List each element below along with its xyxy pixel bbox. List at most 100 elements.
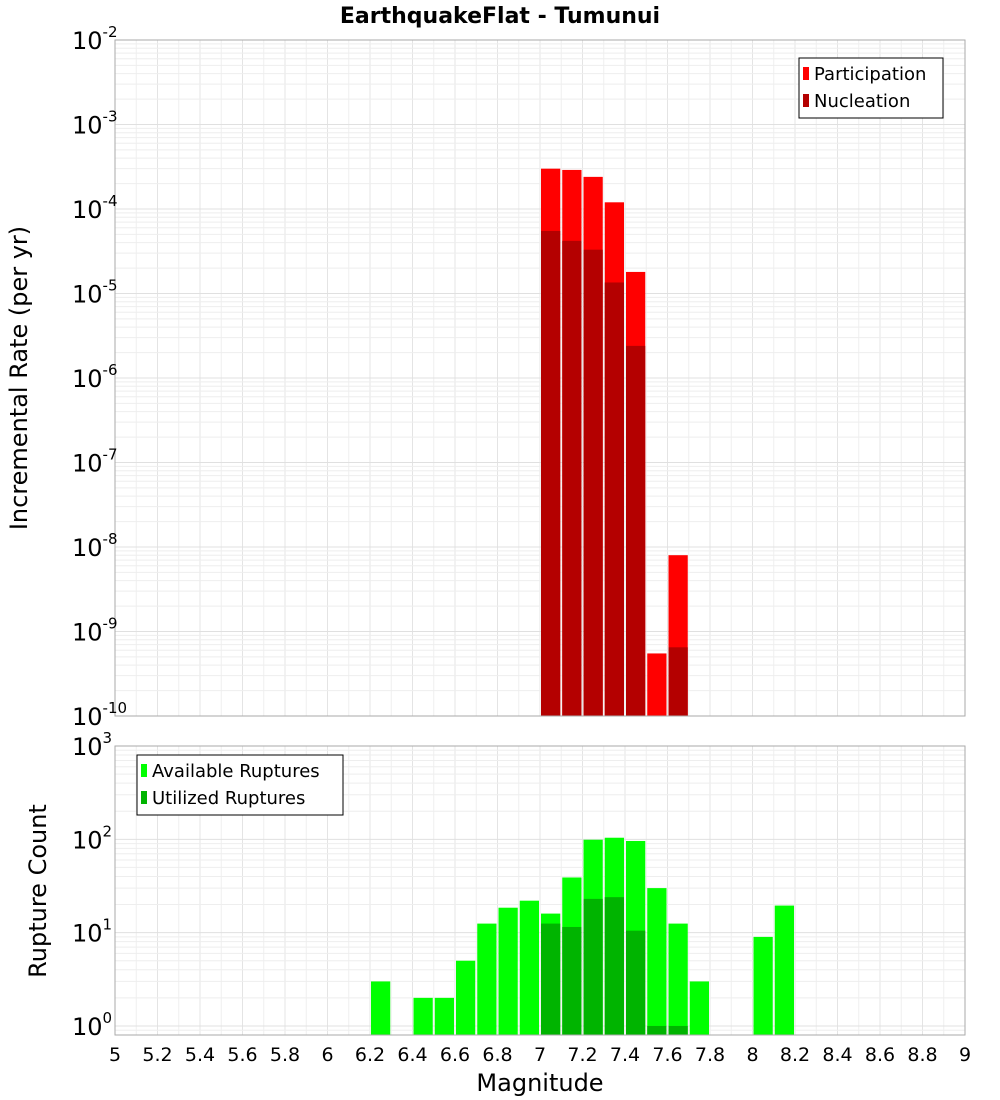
y-tick-exponent: -7 — [103, 446, 118, 464]
x-tick-label: 6.8 — [482, 1044, 512, 1066]
x-tick-label: 8 — [746, 1044, 758, 1066]
bottom-y-axis-label: Rupture Count — [24, 804, 52, 978]
y-tick-base: 10 — [72, 1013, 103, 1041]
bottom-legend-swatch — [141, 764, 147, 777]
y-tick-exponent: -2 — [103, 23, 118, 41]
x-tick-label: 8.2 — [780, 1044, 810, 1066]
top-legend-label: Nucleation — [814, 91, 910, 112]
x-tick-label: 7 — [534, 1044, 546, 1066]
top-y-tick-label: 10-2 — [72, 23, 118, 55]
x-tick-label: 8.4 — [822, 1044, 852, 1066]
x-tick-label: 8.6 — [865, 1044, 895, 1066]
bottom-plot-border — [114, 745, 966, 1036]
bottom-bar-utilized-ruptures — [583, 898, 603, 1035]
x-tick-label: 8.8 — [907, 1044, 937, 1066]
top-y-tick-label: 10-8 — [72, 530, 118, 562]
top-y-axis-label: Incremental Rate (per yr) — [5, 226, 33, 530]
bottom-bar-utilized-ruptures — [541, 923, 561, 1035]
top-gridlines — [114, 39, 966, 717]
bottom-bar-available-ruptures — [647, 888, 667, 1035]
x-tick-label: 5 — [109, 1044, 121, 1066]
bottom-bar-available-ruptures — [668, 923, 688, 1035]
bottom-legend-box — [136, 754, 344, 816]
top-legend-swatch — [803, 94, 809, 107]
y-tick-exponent: -4 — [103, 192, 118, 210]
y-tick-base: 10 — [72, 826, 103, 854]
bottom-bar-utilized-ruptures — [604, 897, 624, 1035]
y-tick-base: 10 — [72, 733, 103, 761]
top-y-tick-label: 10-10 — [72, 699, 127, 731]
x-tick-label: 6.2 — [355, 1044, 385, 1066]
top-bar-nucleation — [604, 282, 624, 716]
y-tick-base: 10 — [72, 27, 103, 55]
bottom-legend-swatch — [141, 791, 147, 804]
x-tick-label: 5.6 — [227, 1044, 257, 1066]
bottom-bar-available-ruptures — [753, 936, 773, 1035]
bottom-bar-available-ruptures — [774, 905, 794, 1035]
top-series-nucleation — [541, 230, 688, 717]
y-tick-exponent: 0 — [103, 1009, 113, 1027]
x-axis-label: Magnitude — [476, 1069, 603, 1097]
top-bar-participation — [647, 653, 667, 716]
bottom-bar-available-ruptures — [689, 981, 709, 1035]
top-bar-nucleation — [626, 345, 646, 716]
y-tick-exponent: -6 — [103, 361, 118, 379]
y-tick-exponent: -10 — [103, 699, 128, 717]
bottom-y-tick-label: 101 — [72, 916, 112, 948]
top-bar-nucleation — [562, 240, 582, 716]
bottom-bar-available-ruptures — [477, 923, 497, 1035]
y-tick-base: 10 — [72, 920, 103, 948]
top-bar-nucleation — [668, 647, 688, 716]
top-legend-label: Participation — [814, 64, 926, 85]
x-tick-label: 5.8 — [270, 1044, 300, 1066]
bottom-bar-available-ruptures — [413, 997, 433, 1035]
bottom-bar-utilized-ruptures — [647, 1025, 667, 1035]
bottom-series-utilized-ruptures — [541, 897, 688, 1035]
x-tick-label: 5.4 — [185, 1044, 215, 1066]
y-tick-exponent: 2 — [103, 822, 113, 840]
y-tick-base: 10 — [72, 703, 103, 731]
x-tick-label: 6 — [321, 1044, 333, 1066]
y-tick-exponent: -3 — [103, 108, 118, 126]
y-tick-base: 10 — [72, 112, 103, 140]
y-tick-exponent: -8 — [103, 530, 118, 548]
x-tick-label: 5.2 — [142, 1044, 172, 1066]
bottom-bar-available-ruptures — [371, 981, 391, 1035]
bottom-bar-available-ruptures — [519, 900, 539, 1035]
bottom-y-tick-label: 103 — [72, 729, 112, 761]
top-y-tick-label: 10-7 — [72, 446, 118, 478]
top-bar-nucleation — [583, 249, 603, 716]
bottom-bar-utilized-ruptures — [626, 930, 646, 1035]
bottom-y-tick-label: 102 — [72, 822, 112, 854]
top-y-tick-label: 10-9 — [72, 615, 118, 647]
bottom-bar-available-ruptures — [498, 907, 518, 1035]
chart-title: EarthquakeFlat - Tumunui — [340, 4, 660, 29]
top-legend-swatch — [803, 67, 809, 80]
bottom-legend-label: Available Ruptures — [152, 761, 320, 782]
y-tick-base: 10 — [72, 534, 103, 562]
y-tick-base: 10 — [72, 450, 103, 478]
y-tick-exponent: -9 — [103, 615, 118, 633]
y-tick-exponent: 3 — [103, 729, 113, 747]
x-tick-label: 7.8 — [695, 1044, 725, 1066]
y-tick-base: 10 — [72, 365, 103, 393]
bottom-legend-label: Utilized Ruptures — [152, 788, 305, 809]
bottom-bar-utilized-ruptures — [668, 1025, 688, 1035]
bottom-bar-available-ruptures — [434, 997, 454, 1035]
y-tick-base: 10 — [72, 619, 103, 647]
x-tick-label: 7.4 — [610, 1044, 640, 1066]
y-tick-exponent: 1 — [103, 916, 113, 934]
bottom-bar-utilized-ruptures — [562, 926, 582, 1035]
top-y-tick-label: 10-4 — [72, 192, 118, 224]
bottom-legend: Available Ruptures Utilized Ruptures — [136, 754, 344, 816]
bottom-bar-available-ruptures — [456, 960, 476, 1035]
top-y-tick-label: 10-6 — [72, 361, 118, 393]
top-bar-nucleation — [541, 230, 561, 717]
y-tick-base: 10 — [72, 281, 103, 309]
x-tick-label: 6.4 — [397, 1044, 427, 1066]
y-tick-exponent: -5 — [103, 277, 118, 295]
top-legend: Participation Nucleation — [798, 57, 944, 119]
x-tick-label: 7.6 — [652, 1044, 682, 1066]
